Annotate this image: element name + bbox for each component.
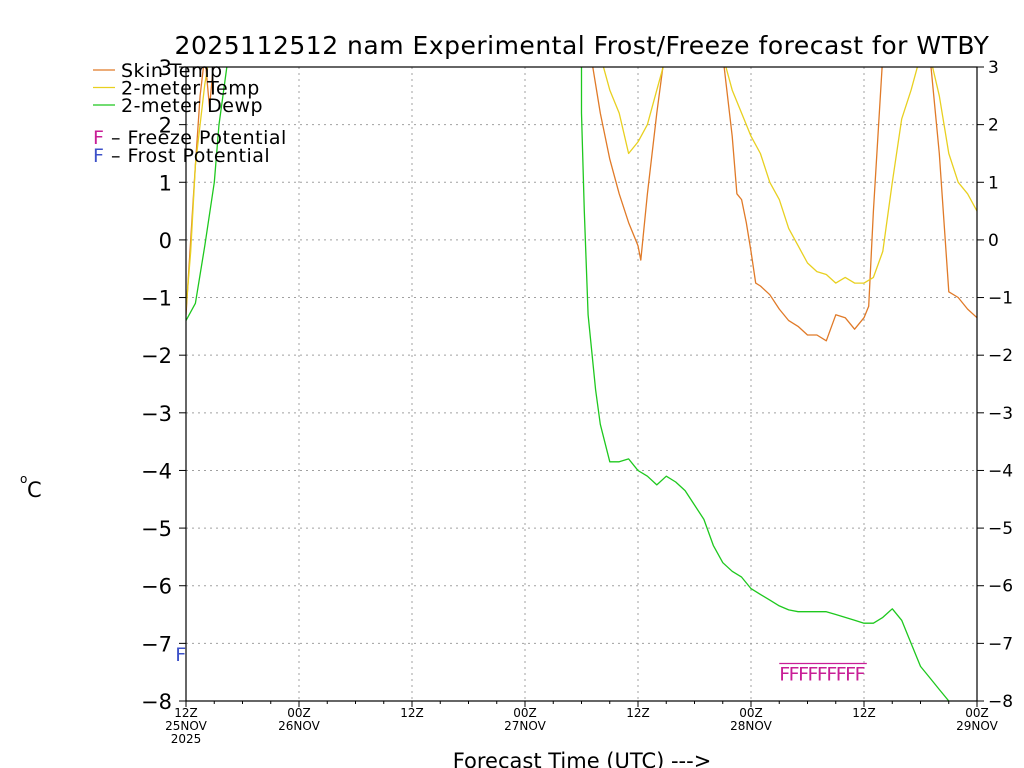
axis-ticks: 3 3 2 2 1 1 0 0 −1 −1 −2 −2 −3 −3 −4 −4 −5 −5 −6 −6 −7 −7 −8 −8…: [141, 56, 1013, 746]
freeze-potential-marker: F: [826, 664, 837, 686]
series-lines: [186, 67, 977, 701]
y-tick-label-right: −8: [988, 692, 1013, 712]
x-tick-label: 12Z: [400, 706, 424, 720]
y-tick-label-right: 2: [988, 116, 999, 136]
series-line-skin-temp: [186, 67, 977, 342]
y-tick-label-left: 1: [159, 171, 172, 195]
legend-potential-label: F – Frost Potential: [93, 145, 270, 167]
plot-frame: [185, 66, 978, 702]
y-tick-label-right: −2: [988, 346, 1013, 366]
y-tick-label-right: 0: [988, 231, 999, 251]
y-tick-label-left: −4: [141, 459, 172, 483]
series-line-2-meter-temp: [186, 67, 977, 310]
x-tick-label: 00Z: [739, 706, 763, 720]
x-tick-label: 00Z: [513, 706, 537, 720]
y-tick-label-left: −3: [141, 402, 172, 426]
y-tick-label-left: −5: [141, 517, 172, 541]
series-line-2-meter-dewp: [186, 67, 950, 701]
x-tick-label: 12Z: [626, 706, 650, 720]
freeze-potential-marker: F: [808, 664, 819, 686]
x-tick-label: 12Z: [852, 706, 876, 720]
legend-label: 2-meter Dewp: [121, 95, 263, 117]
frost-potential-marker: F: [175, 644, 186, 666]
y-tick-label-right: −3: [988, 404, 1013, 424]
freeze-potential-marker: F: [798, 664, 809, 686]
legend-label: 2-meter Temp: [121, 78, 260, 100]
x-tick-label: 00Z: [287, 706, 311, 720]
y-tick-label-left: −8: [141, 690, 172, 714]
freeze-potential-marker: F: [845, 664, 856, 686]
x-tick-date-label: 29NOV: [956, 719, 998, 733]
legend-label: Skin Temp: [121, 60, 223, 82]
freeze-potential-marker: F: [855, 664, 866, 686]
x-tick-date-label: 27NOV: [504, 719, 546, 733]
y-tick-label-left: 0: [159, 229, 172, 253]
freeze-potential-marker: F: [789, 664, 800, 686]
y-tick-label-right: −1: [988, 289, 1013, 309]
freeze-potential-marker: F: [817, 664, 828, 686]
y-tick-label-right: −7: [988, 634, 1013, 654]
y-tick-label-left: −7: [141, 632, 172, 656]
y-tick-label-left: −6: [141, 575, 172, 599]
grid: [186, 67, 977, 701]
y-tick-label-left: 2: [159, 114, 172, 138]
y-tick-label-right: −6: [988, 577, 1013, 597]
x-tick-date-label: 28NOV: [730, 719, 772, 733]
legend-potential-symbol: F: [93, 127, 104, 149]
x-tick-date-label: 26NOV: [278, 719, 320, 733]
legend-potential-symbol: F: [93, 145, 104, 167]
legend-potential-text: – Freeze Potential: [104, 127, 286, 149]
y-axis-label: o C: [20, 472, 42, 502]
y-tick-label-left: 3: [159, 56, 172, 80]
y-tick-label-left: −1: [141, 287, 172, 311]
x-tick-label: 12Z: [174, 706, 198, 720]
y-tick-label-right: 3: [988, 58, 999, 78]
y-tick-label-right: −4: [988, 461, 1013, 481]
y-axis-degree-symbol: o: [20, 472, 27, 486]
y-tick-label-left: −2: [141, 344, 172, 368]
y-axis-unit: C: [27, 478, 42, 502]
legend-potential-text: – Frost Potential: [104, 145, 270, 167]
x-tick-date-label: 25NOV: [165, 719, 207, 733]
freeze-potential-marker: F: [779, 664, 790, 686]
x-tick-label: 00Z: [965, 706, 989, 720]
x-axis-label: Forecast Time (UTC) --->: [453, 749, 712, 768]
y-tick-label-right: 1: [988, 173, 999, 193]
y-tick-label-right: −5: [988, 519, 1013, 539]
legend-potential-label: F – Freeze Potential: [93, 127, 287, 149]
x-tick-year-label: 2025: [171, 732, 202, 746]
freeze-potential-marker: F: [836, 664, 847, 686]
chart-title: 2025112512 nam Experimental Frost/Freeze…: [175, 31, 990, 60]
